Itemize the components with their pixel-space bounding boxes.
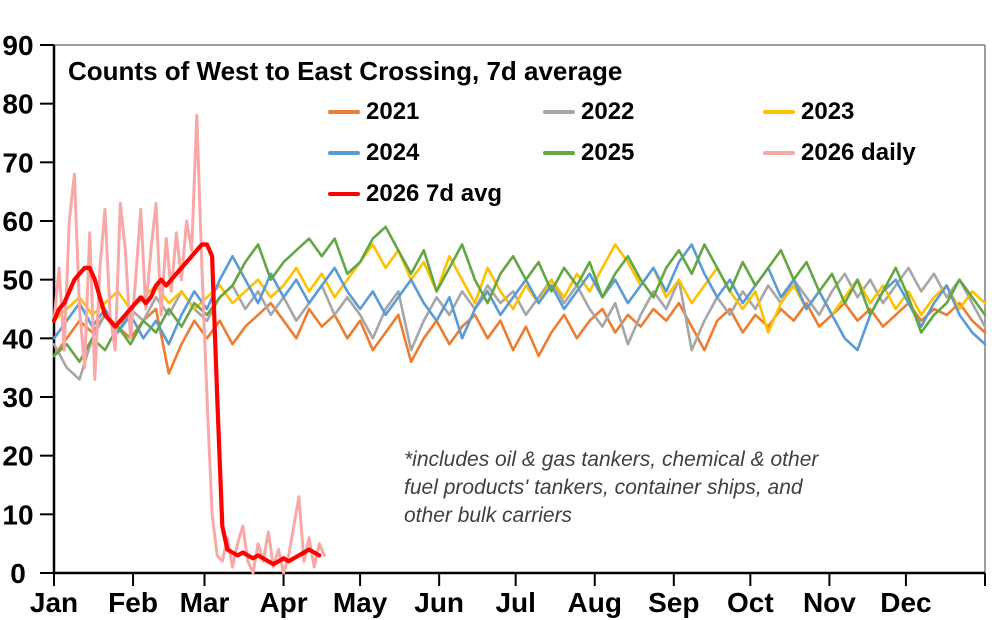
series-2025-line <box>52 225 987 364</box>
y-axis-tick-label: 20 <box>2 441 33 472</box>
series-2026-7d-avg-line <box>51 242 322 567</box>
y-axis-tick-label: 30 <box>2 382 33 413</box>
y-axis-tick-label: 40 <box>2 323 33 354</box>
y-axis-tick-label: 90 <box>2 30 33 61</box>
x-axis-month-label: Aug <box>568 587 622 618</box>
y-axis-tick-label: 70 <box>2 147 33 178</box>
x-axis-month-label: Jun <box>414 587 464 618</box>
footnote-line-1: *includes oil & gas tankers, chemical & … <box>404 448 819 471</box>
series-2024-line <box>52 243 987 352</box>
x-axis-month-label: Nov <box>803 587 856 618</box>
y-axis-tick-label: 80 <box>2 89 33 120</box>
series-2026-daily-line <box>52 113 326 575</box>
x-axis-month-label: Mar <box>180 587 230 618</box>
chart-title: Counts of West to East Crossing, 7d aver… <box>68 56 623 86</box>
series-2022-line <box>52 266 987 381</box>
x-axis-month-label: Jan <box>30 587 78 618</box>
series-2021-line <box>52 301 987 375</box>
y-axis-tick-label: 60 <box>2 206 33 237</box>
x-axis-month-label: May <box>333 587 388 618</box>
x-axis-month-label: Oct <box>727 587 774 618</box>
x-axis-month-label: Apr <box>259 587 307 618</box>
y-axis-tick-label: 50 <box>2 265 33 296</box>
y-axis-tick-label: 10 <box>2 499 33 530</box>
x-axis-month-label: Feb <box>108 587 158 618</box>
x-axis-month-label: Dec <box>880 587 931 618</box>
x-axis-month-label: Jul <box>495 587 535 618</box>
y-axis-tick-label: 0 <box>10 558 26 589</box>
x-axis-month-label: Sep <box>648 587 699 618</box>
footnote-line-3: other bulk carriers <box>404 504 573 527</box>
footnote-line-2: fuel products' tankers, container ships,… <box>404 476 803 499</box>
footnote: *includes oil & gas tankers, chemical & … <box>404 446 818 530</box>
